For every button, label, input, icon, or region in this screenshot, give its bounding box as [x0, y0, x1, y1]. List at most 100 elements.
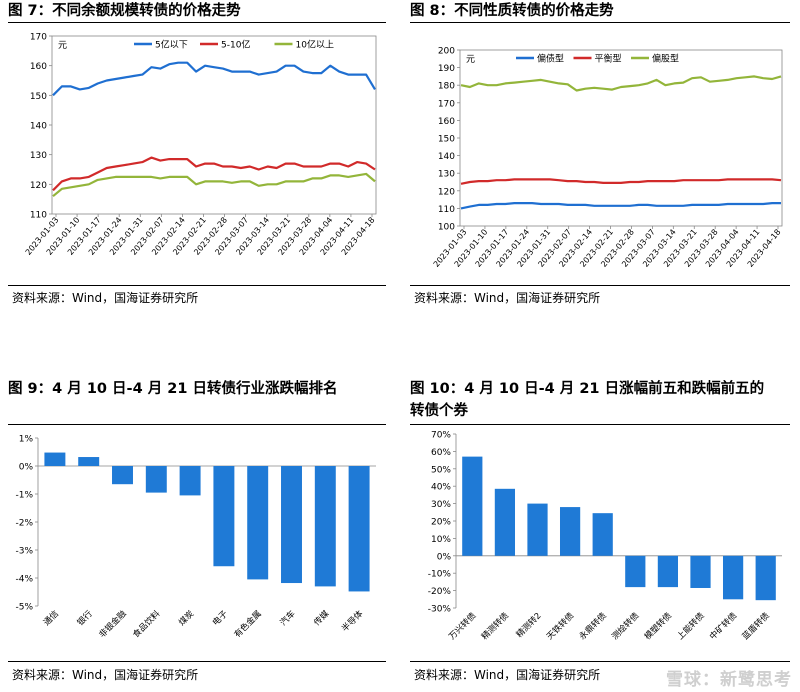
fig7-ytick-label: 150: [30, 92, 47, 102]
fig9-xtick-label: 煤炭: [176, 608, 196, 628]
fig8-ytick-label: 170: [438, 99, 455, 109]
fig8-ytick-label: 120: [438, 187, 455, 197]
fig8-ytick-label: 110: [438, 205, 455, 215]
fig10-ytick-label: 0%: [437, 552, 452, 562]
fig8-legend-label-3: 偏股型: [652, 53, 679, 65]
fig10-bar: [494, 488, 516, 556]
fig10-ytick-label: 50%: [431, 465, 451, 475]
fig7-ytick-label: 120: [30, 181, 47, 191]
fig9-bar: [213, 466, 235, 567]
fig10-bar: [625, 555, 646, 588]
fig9-xtick-label: 银行: [75, 608, 95, 628]
fig7-legend-label-2: 5-10亿: [221, 39, 250, 51]
fig10-ytick-label: 70%: [431, 431, 451, 441]
fig7-plot-frame: [51, 35, 377, 215]
fig8-unit-label: 元: [466, 55, 475, 65]
fig9-xtick-label: 非银金融: [97, 608, 129, 640]
figure-9-title: 图 9：4 月 10 日-4 月 21 日转债行业涨跌幅排名: [8, 381, 338, 397]
fig9-ytick-label: -1%: [15, 491, 33, 501]
fig9-ytick-label: -4%: [15, 575, 33, 585]
figure-10-source: 资料来源：Wind，国海证券研究所: [414, 668, 601, 682]
fig8-ytick-label: 130: [438, 170, 455, 180]
fig7-ytick-label: 130: [30, 151, 47, 161]
figure-10-bar-chart: 70%60%50%40%30%20%10%0%-10%-20%-30%万兴转债精…: [428, 431, 782, 642]
fig7-legend-label-1: 5亿以下: [155, 39, 188, 51]
fig8-ytick-label: 140: [438, 152, 455, 162]
fig10-ytick-label: 40%: [431, 483, 451, 493]
fig8-ytick-label: 160: [438, 117, 455, 127]
fig9-xtick-label: 半导体: [339, 608, 365, 634]
figure-8-title-rule: [410, 22, 790, 23]
figure-10-bottom-rule: [410, 661, 790, 662]
fig10-xtick-label: 上能转债: [675, 610, 707, 642]
fig9-bar: [281, 466, 302, 584]
fig9-ytick-label: 0%: [19, 463, 34, 473]
fig10-xtick-label: 永鼎转债: [577, 610, 609, 642]
fig8-ytick-label: 150: [438, 135, 455, 145]
fig9-bar: [78, 457, 100, 466]
fig9-xtick-label: 汽车: [278, 608, 298, 628]
figure-8-title: 图 8：不同性质转债的价格走势: [410, 3, 614, 19]
fig10-ytick-label: -10%: [428, 570, 452, 580]
fig8-ytick-label: 200: [438, 47, 455, 57]
fig9-xtick-label: 有色金属: [232, 608, 264, 640]
fig10-ytick-label: -30%: [428, 605, 452, 615]
fig10-xtick-label: 测绘转债: [610, 610, 642, 642]
fig8-series-line-2: [460, 178, 782, 185]
fig10-ytick-label: 20%: [431, 518, 451, 528]
fig9-bar: [145, 466, 167, 493]
fig10-ytick-label: -20%: [428, 587, 452, 597]
fig10-xtick-label: 精测转债: [479, 610, 511, 642]
figure-9-title-rule: [8, 424, 386, 425]
figure-8-line-chart: 100110120130140150160170180190200元2023-0…: [432, 47, 783, 269]
fig10-bar: [755, 555, 776, 601]
fig8-legend-label-2: 平衡型: [595, 53, 622, 65]
figure-7-source: 资料来源：Wind，国海证券研究所: [12, 291, 199, 305]
fig9-bar: [179, 466, 201, 496]
figure-7-title: 图 7：不同余额规模转债的价格走势: [8, 3, 241, 19]
fig10-bar: [559, 507, 581, 556]
figure-7-bottom-rule: [8, 285, 386, 286]
fig9-ytick-label: 1%: [19, 435, 34, 445]
fig8-plot-frame: [459, 49, 783, 227]
fig7-series-line-1: [52, 61, 376, 97]
fig9-bar: [247, 466, 269, 580]
fig10-xtick-label: 万兴转债: [447, 610, 479, 642]
fig9-ytick-label: -3%: [15, 547, 33, 557]
fig8-ytick-label: 190: [438, 64, 455, 74]
fig10-xtick-label: 蓝盾转债: [740, 610, 772, 642]
fig10-bar: [527, 503, 548, 556]
figure-8-source: 资料来源：Wind，国海证券研究所: [414, 291, 601, 305]
fig7-ytick-label: 160: [30, 62, 47, 72]
figure-10-title-line2: 转债个券: [410, 403, 468, 419]
figure-10-title-rule: [410, 424, 790, 425]
fig10-ytick-label: 30%: [431, 500, 451, 510]
figure-9-bottom-rule: [8, 661, 386, 662]
fig9-bar: [348, 466, 370, 592]
fig10-xtick-label: 精测转2: [514, 610, 544, 640]
fig7-unit-label: 元: [58, 41, 67, 51]
figure-7-line-chart: 110120130140150160170元2023-01-032023-01-…: [24, 33, 377, 257]
fig10-xtick-label: 天铁转债: [544, 610, 576, 642]
fig8-ytick-label: 180: [438, 82, 455, 92]
fig9-bar: [112, 466, 133, 485]
fig8-ytick-label: 100: [438, 223, 455, 233]
figure-10-title-line1: 图 10：4 月 10 日-4 月 21 日涨幅前五和跌幅前五的: [410, 381, 765, 397]
figure-7-title-rule: [8, 22, 386, 23]
fig10-bar: [592, 513, 613, 556]
fig7-ytick-label: 170: [30, 33, 47, 43]
fig10-bar: [690, 555, 711, 588]
fig8-series-line-3: [460, 75, 782, 92]
fig7-ytick-label: 140: [30, 122, 47, 132]
figure-8-bottom-rule: [410, 285, 790, 286]
figure-9-bar-chart: 1% 0% -1% -2% -3% -4% -5% 通信 银行 非银金融 食品饮料 煤炭 电子 有色金属汽…: [15, 435, 376, 640]
figure-9-source: 资料来源：Wind，国海证券研究所: [12, 668, 199, 682]
fig9-xtick-label: 通信: [41, 608, 61, 628]
fig9-xtick-label: 食品饮料: [131, 608, 163, 640]
fig10-bar: [462, 456, 483, 556]
fig7-series-line-3: [52, 172, 376, 198]
watermark: 雪球：新鹭思考: [666, 670, 792, 690]
fig9-xtick-label: 传媒: [312, 608, 332, 628]
fig8-legend-label-1: 偏债型: [537, 53, 564, 65]
fig9-bar: [44, 452, 66, 466]
